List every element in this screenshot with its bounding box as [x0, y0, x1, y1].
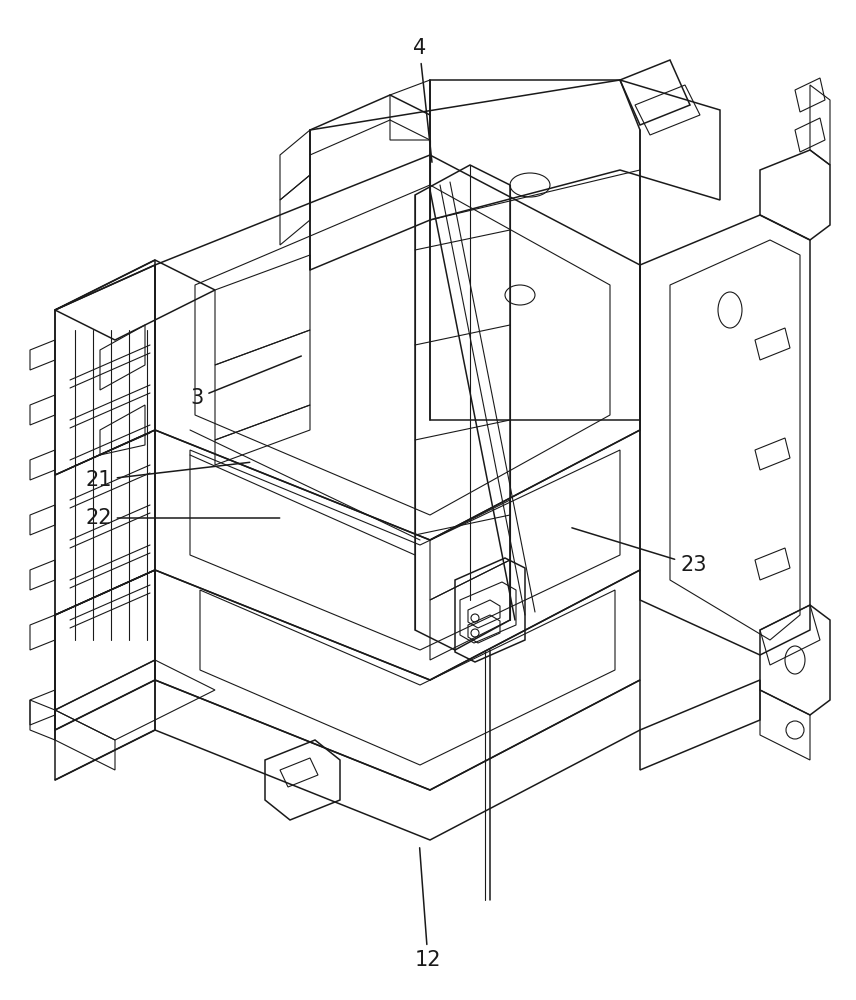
- Text: 21: 21: [86, 462, 250, 490]
- Text: 12: 12: [415, 848, 441, 970]
- Text: 4: 4: [413, 38, 432, 162]
- Text: 22: 22: [86, 508, 280, 528]
- Text: 23: 23: [572, 528, 706, 575]
- Text: 3: 3: [190, 356, 301, 408]
